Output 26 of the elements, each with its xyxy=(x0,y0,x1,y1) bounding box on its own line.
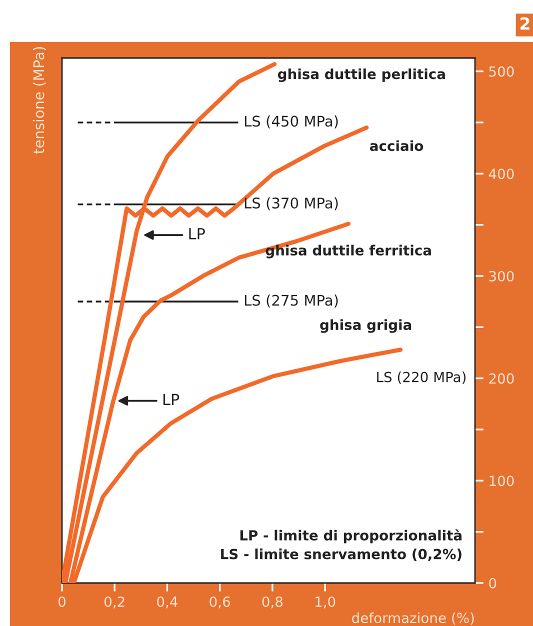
y-tick-label: 100 xyxy=(490,476,514,486)
series-label: ghisa duttile ferritica xyxy=(266,244,431,258)
x-tick-label: 1,0 xyxy=(316,596,336,608)
y-tick-label: 300 xyxy=(489,270,514,282)
ref-line-label: LS (370 MPa) xyxy=(244,197,338,210)
x-axis-title: deformazione (%) xyxy=(352,612,474,625)
ref-line-label: LS (450 MPa) xyxy=(244,115,338,128)
y-axis-title: tensione (MPa) xyxy=(32,47,46,154)
text: 2 xyxy=(520,17,530,30)
y-tick-label: 400 xyxy=(488,168,514,180)
annotation: LP - limite di proporzionalità LS - limite snervamento (0,2%) xyxy=(221,529,462,562)
series-label: ghisa grigia xyxy=(320,319,412,333)
annotation: LP xyxy=(189,228,205,240)
annotation: LS (220 MPa) xyxy=(377,372,466,384)
x-tick-label: 0 xyxy=(58,596,66,607)
y-tick-label: 0 xyxy=(489,578,496,588)
x-tick-label: 0,8 xyxy=(262,596,283,608)
x-tick-label: 0,6 xyxy=(210,596,230,608)
x-tick-label: 0,4 xyxy=(157,596,178,608)
y-tick-label: 200 xyxy=(489,373,514,384)
y-tick-label: 500 xyxy=(489,66,514,77)
series-label: ghisa duttile perlitica xyxy=(278,68,445,82)
ref-line-label: LS (275 MPa) xyxy=(244,294,338,308)
annotation: LP xyxy=(163,394,180,406)
x-tick-label: 0,2 xyxy=(104,596,124,608)
series-label: acciaio xyxy=(370,140,424,152)
